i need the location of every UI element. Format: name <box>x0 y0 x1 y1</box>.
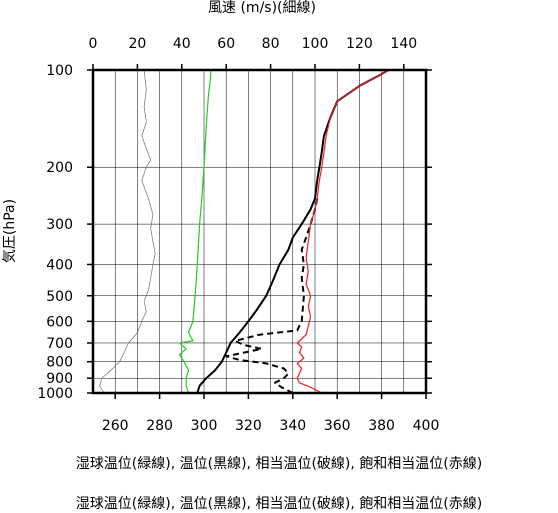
grid <box>93 70 426 393</box>
bottom-tick-label: 260 <box>102 418 129 434</box>
series-line-wet-bulb <box>179 70 212 394</box>
plot-frame <box>91 68 428 395</box>
pressure-tick-label: 600 <box>46 314 73 330</box>
top-tick-label: 60 <box>217 36 235 52</box>
top-tick-label: 120 <box>346 36 373 52</box>
top-tick-label: 140 <box>390 36 417 52</box>
pressure-tick-label: 700 <box>46 336 73 352</box>
caption-line-1: 湿球温位(緑線), 温位(黒線), 相当温位(破線), 飽和相当温位(赤線) <box>75 456 483 472</box>
pressure-tick-label: 1000 <box>37 386 73 402</box>
pressure-tick-label: 400 <box>46 257 73 273</box>
pressure-tick-label: 900 <box>46 371 73 387</box>
bottom-tick-label: 340 <box>279 418 306 434</box>
series-group <box>99 69 389 394</box>
top-tick-label: 100 <box>302 36 329 52</box>
pressure-tick-label: 200 <box>46 160 73 176</box>
top-tick-label: 0 <box>89 36 98 52</box>
top-tick-label: 80 <box>262 36 280 52</box>
bottom-tick-label: 300 <box>191 418 218 434</box>
top-tick-label: 20 <box>128 36 146 52</box>
series-line-sat-equiv-potential-temp <box>296 69 389 394</box>
top-axis-label: 風速 (m/s)(細線) <box>208 0 316 16</box>
caption-line-2: 湿球温位(緑線), 温位(黒線), 相当温位(破線), 飽和相当温位(赤線) <box>75 496 483 512</box>
bottom-tick-label: 380 <box>368 418 395 434</box>
bottom-tick-label: 400 <box>413 418 440 434</box>
series-line-potential-temp <box>196 69 389 394</box>
pressure-tick-label: 300 <box>46 217 73 233</box>
pressure-tick-label: 800 <box>46 355 73 371</box>
series-line-equiv-potential-temp <box>225 198 319 394</box>
bottom-tick-label: 360 <box>324 418 351 434</box>
series-line-wind <box>99 69 156 394</box>
y-axis-label: 気圧(hPa) <box>2 199 18 263</box>
pressure-tick-label: 500 <box>46 289 73 305</box>
tick-labels: 0 20 40 60 80 100 120 140 260 280 300 320 340 360 380 4… <box>37 36 439 434</box>
pressure-tick-label: 100 <box>46 63 73 79</box>
top-tick-label: 40 <box>173 36 191 52</box>
bottom-tick-label: 320 <box>235 418 262 434</box>
bottom-tick-label: 280 <box>146 418 173 434</box>
